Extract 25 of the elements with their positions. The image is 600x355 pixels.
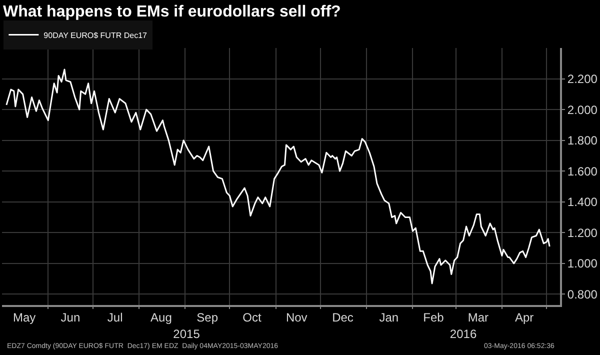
x-tick-label: May: [12, 310, 36, 324]
x-tick-label: Mar: [468, 310, 488, 324]
x-tick-label: Dec: [332, 310, 354, 324]
y-tick-label: 1.400: [567, 195, 598, 210]
y-tick-label: 1.600: [567, 164, 598, 178]
x2-tick-label: 2016: [450, 327, 477, 341]
x-tick-label: Apr: [514, 310, 534, 324]
y-tick-label: 0.800: [567, 287, 598, 302]
legend-label: 90DAY EURO$ FUTR Dec17: [44, 30, 148, 40]
line-series: [6, 68, 550, 284]
y-tick-label: 1.800: [567, 134, 598, 148]
y-tick-label: 1.000: [567, 256, 598, 271]
chart-title: What happens to EMs if eurodollars sell off?: [3, 4, 341, 21]
x-tick-label: Jun: [60, 310, 80, 324]
x2-tick-label: 2015: [173, 327, 200, 341]
y-tick-label: 2.000: [567, 102, 598, 117]
x-tick-label: Feb: [423, 310, 444, 324]
x-tick-label: Nov: [286, 310, 308, 324]
x-tick-label: Aug: [150, 310, 172, 324]
x-tick-label: Jul: [107, 310, 123, 324]
x-tick-label: Jan: [379, 310, 399, 324]
y-tick-label: 1.200: [567, 226, 598, 240]
y-tick-label: 2.200: [567, 72, 598, 86]
x-tick-label: Sep: [196, 310, 218, 324]
x-tick-label: Oct: [242, 310, 262, 324]
